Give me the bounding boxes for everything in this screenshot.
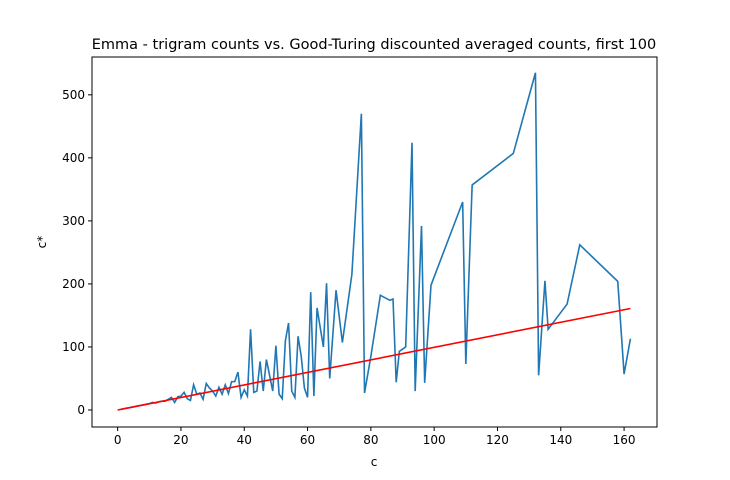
x-tick-label: 160 xyxy=(613,433,636,447)
x-tick-label: 120 xyxy=(486,433,509,447)
x-tick-label: 140 xyxy=(549,433,572,447)
y-tick-label: 200 xyxy=(62,277,85,291)
y-tick-label: 0 xyxy=(77,403,85,417)
y-tick-label: 300 xyxy=(62,214,85,228)
y-tick-label: 100 xyxy=(62,340,85,354)
data-line xyxy=(117,307,631,411)
x-tick-label: 60 xyxy=(300,433,315,447)
data-line xyxy=(120,72,632,411)
x-tick-label: 80 xyxy=(363,433,378,447)
chart-title: Emma - trigram counts vs. Good-Turing di… xyxy=(92,37,656,53)
y-axis-label: c* xyxy=(35,236,49,249)
x-tick-label: 40 xyxy=(237,433,252,447)
x-tick-label: 100 xyxy=(423,433,446,447)
x-tick-label: 0 xyxy=(114,433,122,447)
plot-frame xyxy=(91,56,658,428)
y-tick-label: 400 xyxy=(62,151,85,165)
x-tick-label: 20 xyxy=(173,433,188,447)
y-tick-label: 500 xyxy=(62,88,85,102)
x-axis-label: c xyxy=(371,455,378,469)
